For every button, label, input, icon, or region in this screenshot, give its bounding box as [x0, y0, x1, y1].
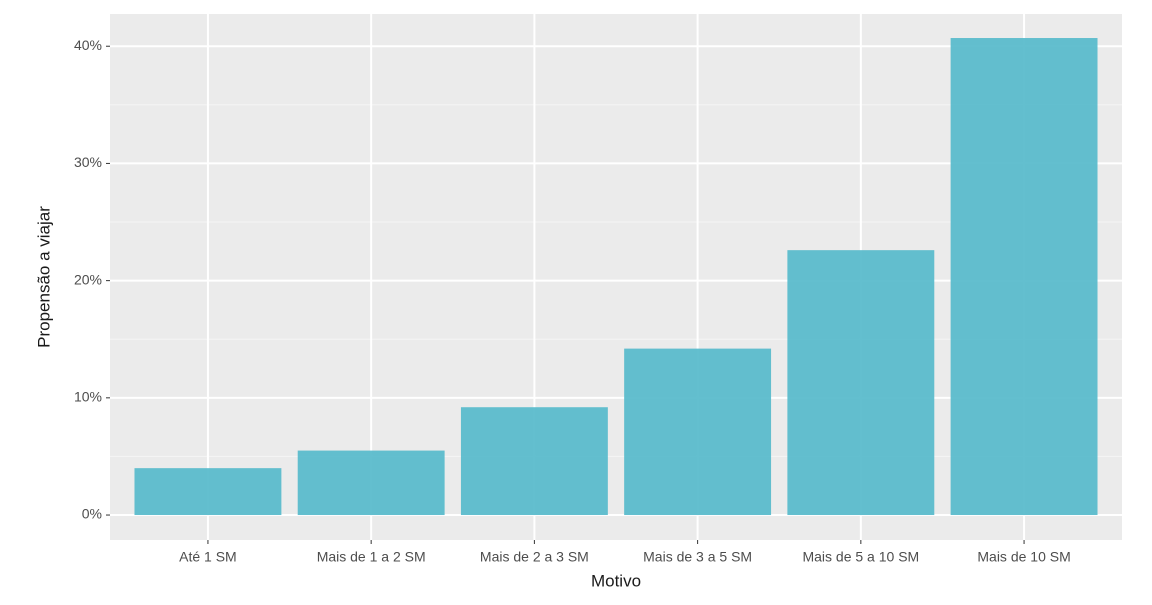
bar — [460, 407, 608, 516]
y-tick-label: 0% — [82, 506, 102, 522]
x-tick-label: Mais de 2 a 3 SM — [480, 549, 589, 565]
x-axis-title: Motivo — [591, 571, 641, 590]
y-tick-label: 10% — [74, 389, 102, 405]
y-axis-title: Propensão a viajar — [34, 206, 53, 348]
y-tick-label: 20% — [74, 271, 102, 287]
bar — [624, 348, 772, 516]
y-tick-label: 40% — [74, 37, 102, 53]
x-tick-label: Mais de 1 a 2 SM — [317, 549, 426, 565]
x-tick-label: Mais de 5 a 10 SM — [802, 549, 919, 565]
y-tick-label: 30% — [74, 154, 102, 170]
bar — [787, 250, 935, 516]
x-tick-label: Mais de 3 a 5 SM — [643, 549, 752, 565]
x-tick-label: Mais de 10 SM — [977, 549, 1070, 565]
x-tick-label: Até 1 SM — [179, 549, 237, 565]
bar — [950, 38, 1098, 516]
bar — [134, 468, 282, 516]
bar — [297, 450, 445, 516]
